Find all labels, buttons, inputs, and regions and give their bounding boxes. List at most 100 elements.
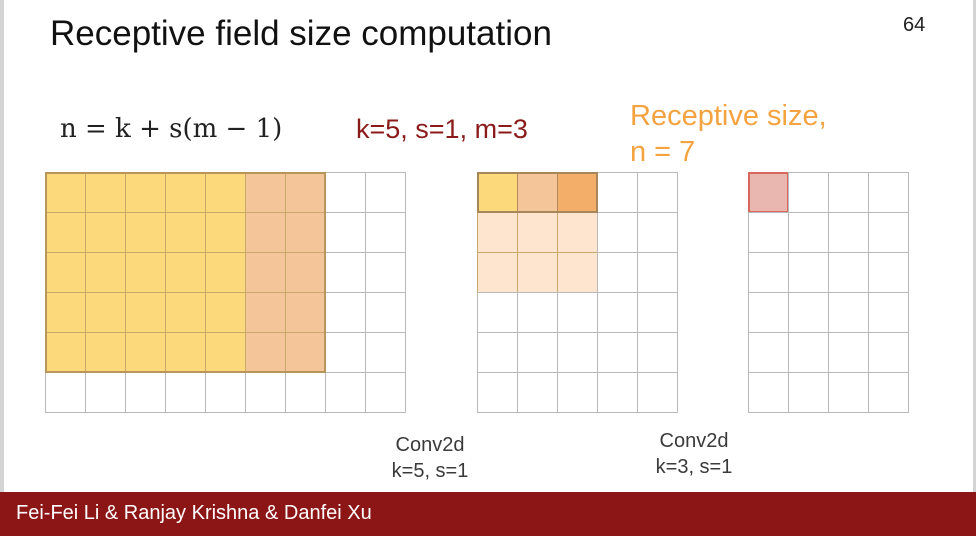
grid-cell <box>45 172 86 213</box>
grid-cell <box>45 372 86 413</box>
grid-cell <box>245 172 286 213</box>
grid-cell <box>868 292 909 333</box>
grid-cell <box>245 212 286 253</box>
footer-authors: Fei-Fei Li & Ranjay Krishna & Danfei Xu <box>16 502 372 524</box>
grid-cell <box>788 372 829 413</box>
grid-cell <box>477 332 518 373</box>
grid-cell <box>637 372 678 413</box>
receptive-size-value: n = 7 <box>630 136 696 168</box>
grid-cell <box>828 292 869 333</box>
grid-cell <box>557 332 598 373</box>
grid-cell <box>205 372 246 413</box>
grid-cell <box>868 252 909 293</box>
grid-cell <box>125 212 166 253</box>
parameter-values: k=5, s=1, m=3 <box>356 114 528 144</box>
grid-cell <box>557 172 598 213</box>
grid-cell <box>245 332 286 373</box>
input-grid <box>45 172 407 420</box>
grid-cell <box>517 292 558 333</box>
grid-cell <box>597 332 638 373</box>
grid-cell <box>597 252 638 293</box>
grid-cell <box>868 332 909 373</box>
conv-label-first-params: k=5, s=1 <box>391 460 469 482</box>
grid-cell <box>637 292 678 333</box>
grid-cell <box>517 372 558 413</box>
conv-label-second-title: Conv2d <box>659 430 729 452</box>
grid-cell <box>828 172 869 213</box>
grid-cell <box>477 372 518 413</box>
grid-cell <box>325 332 366 373</box>
conv-label-first-title: Conv2d <box>395 434 465 456</box>
grid-cell <box>285 252 326 293</box>
grid-cell <box>45 252 86 293</box>
grid-cell <box>165 252 206 293</box>
grid-cell <box>85 212 126 253</box>
slide-title: Receptive field size computation <box>50 14 552 53</box>
grid-cell <box>45 332 86 373</box>
conv-label-first: Conv2d k=5, s=1 <box>380 432 480 484</box>
grid-cell <box>557 252 598 293</box>
grid-cell <box>325 372 366 413</box>
grid-cell <box>517 212 558 253</box>
grid-cell <box>477 212 518 253</box>
grid-cell <box>748 252 789 293</box>
grid-cell <box>205 252 246 293</box>
grid-cell <box>868 372 909 413</box>
grid-cell <box>85 372 126 413</box>
grid-cell <box>788 172 829 213</box>
grid-cell <box>748 212 789 253</box>
grid-cell <box>165 172 206 213</box>
grid-cell <box>365 212 406 253</box>
grid-cell <box>45 212 86 253</box>
grid-cell <box>748 372 789 413</box>
grid-cell <box>637 252 678 293</box>
grid-cell <box>748 292 789 333</box>
grid-cell <box>748 172 789 213</box>
grid-cell <box>85 292 126 333</box>
grid-cell <box>245 292 286 333</box>
receptive-size-label: Receptive size, n = 7 <box>630 98 827 170</box>
grid-cell <box>85 252 126 293</box>
grid-cell <box>365 292 406 333</box>
grid-cell <box>517 172 558 213</box>
grid-cell <box>365 252 406 293</box>
grid-cell <box>285 332 326 373</box>
grid-cell <box>325 252 366 293</box>
grid-cell <box>597 292 638 333</box>
grid-cell <box>285 172 326 213</box>
grid-cell <box>125 172 166 213</box>
grid-cell <box>788 212 829 253</box>
grid-cell <box>788 252 829 293</box>
grid-cell <box>868 212 909 253</box>
intermediate-grid <box>477 172 679 420</box>
grid-cell <box>125 332 166 373</box>
grid-cell <box>597 372 638 413</box>
grid-cell <box>165 372 206 413</box>
grid-cell <box>477 172 518 213</box>
grid-cell <box>165 212 206 253</box>
grid-cell <box>245 252 286 293</box>
grid-cell <box>557 212 598 253</box>
grid-cell <box>477 252 518 293</box>
grid-cell <box>165 292 206 333</box>
footer-bar: Fei-Fei Li & Ranjay Krishna & Danfei Xu <box>0 492 976 536</box>
grid-cell <box>477 292 518 333</box>
grid-cell <box>868 172 909 213</box>
grid-cell <box>597 172 638 213</box>
grid-cell <box>45 292 86 333</box>
grid-cell <box>285 292 326 333</box>
grid-cell <box>125 252 166 293</box>
grid-cell <box>165 332 206 373</box>
grid-cell <box>325 212 366 253</box>
grid-cell <box>637 212 678 253</box>
grid-cell <box>557 292 598 333</box>
grid-cell <box>205 172 246 213</box>
receptive-field-formula: n = k + s(m − 1) <box>60 114 283 144</box>
grid-cell <box>637 172 678 213</box>
grid-cell <box>637 332 678 373</box>
grid-cell <box>828 212 869 253</box>
grid-cell <box>748 332 789 373</box>
grid-cell <box>597 212 638 253</box>
grid-cell <box>828 372 869 413</box>
